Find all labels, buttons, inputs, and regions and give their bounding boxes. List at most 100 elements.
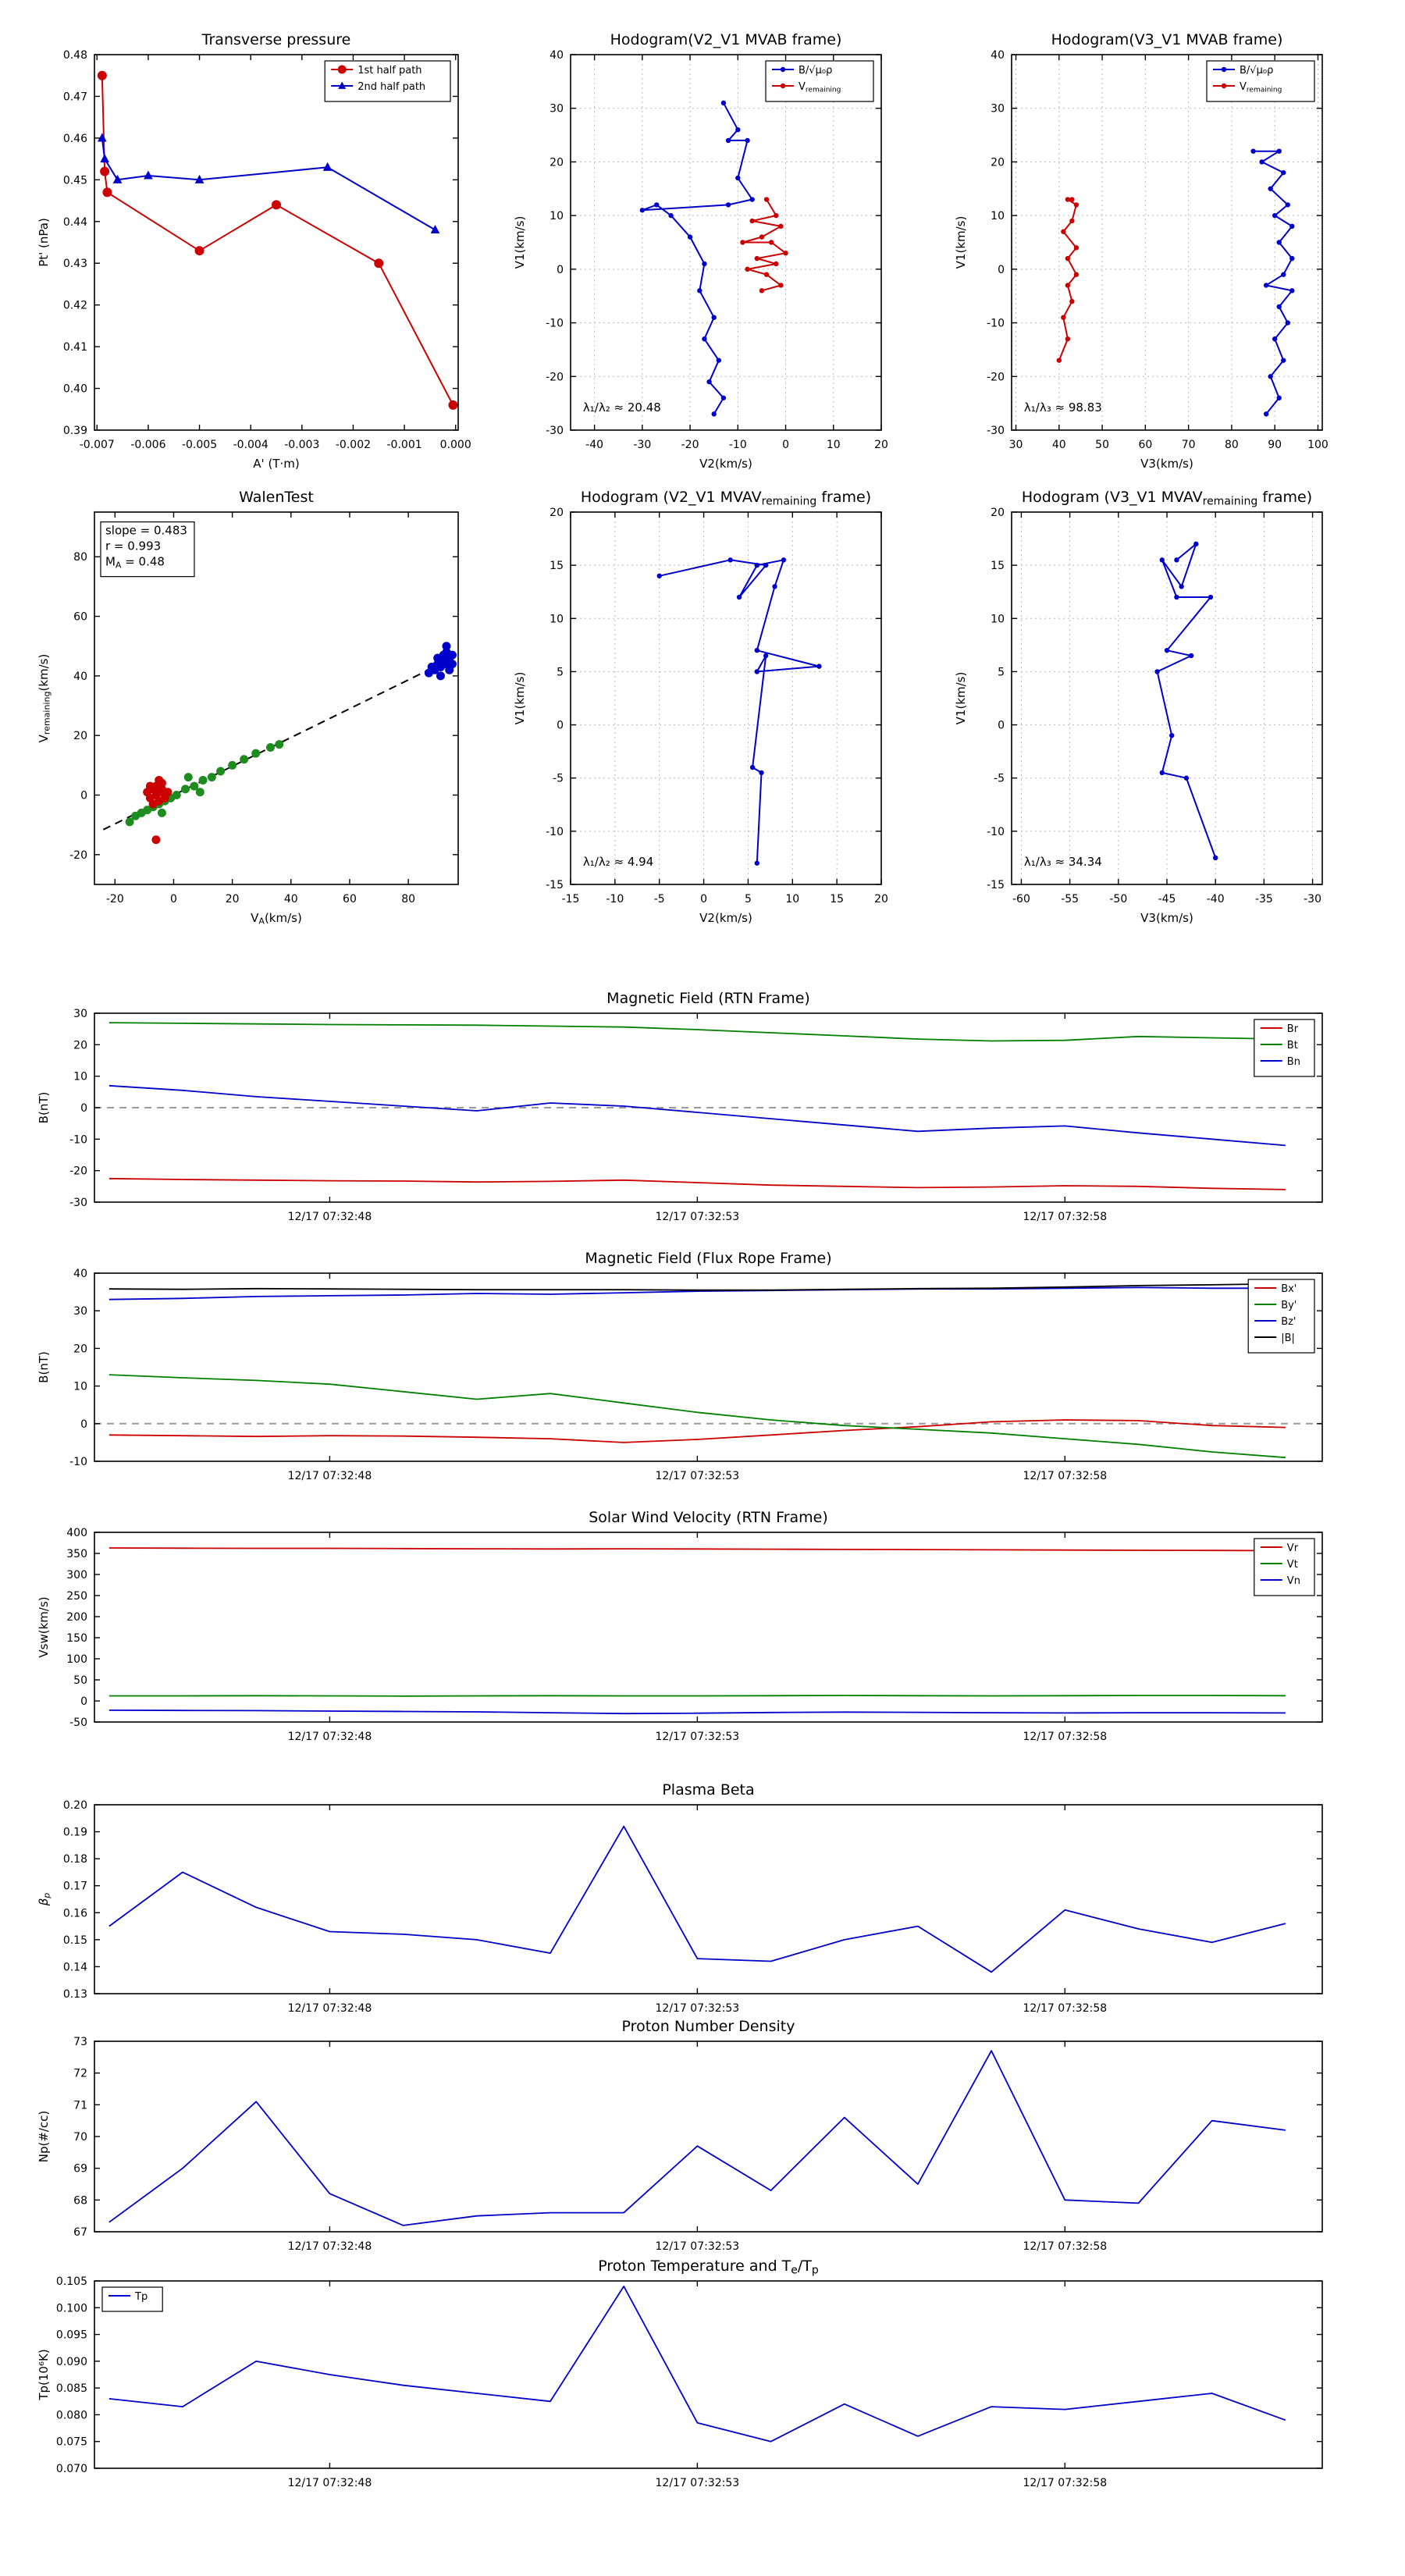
- y-tick-label: 400: [66, 1527, 87, 1539]
- walen-test-xlabel: VA(km/s): [251, 911, 302, 927]
- y-tick-label: 0.17: [63, 1880, 87, 1893]
- marker-dot: [781, 557, 787, 563]
- y-tick-label: 15: [550, 560, 564, 572]
- annotation-text: λ₁/λ₃ ≈ 34.34: [1024, 855, 1102, 869]
- marker-dot: [702, 336, 707, 342]
- y-tick-label: -15: [987, 879, 1005, 891]
- marker-dot: [768, 240, 774, 245]
- marker-dot: [251, 749, 261, 758]
- x-tick-label: -0.003: [284, 439, 319, 451]
- marker-dot: [1164, 647, 1170, 653]
- panel-walen-test: -20 0 20 40 60 80 -20 0 20 40 60 80 WalenTest VA(km/s…: [37, 489, 459, 927]
- y-tick-label: 70: [73, 2131, 87, 2144]
- hodogram-v2v1-mvab-ylabel: V1(km/s): [513, 216, 527, 269]
- y-tick-label: -5: [994, 773, 1005, 785]
- hodogram-v3v1-mvav-title: Hodogram (V3_V1 MVAVremaining frame): [1022, 489, 1312, 507]
- marker-dot: [725, 137, 731, 144]
- marker-dot: [754, 669, 759, 674]
- x-tick-label: 12/17 07:32:53: [656, 1470, 740, 1482]
- y-tick-label: 0.14: [63, 1961, 87, 1973]
- y-tick-label: -30: [987, 425, 1005, 437]
- marker-dot: [1208, 594, 1214, 600]
- x-tick-label: 80: [1225, 439, 1239, 451]
- y-tick-label: 30: [991, 103, 1005, 116]
- x-tick-label: -15: [562, 893, 580, 906]
- x-tick-label: 12/17 07:32:53: [656, 2240, 740, 2253]
- marker-triangle: [322, 162, 333, 171]
- y-tick-label: 250: [66, 1590, 87, 1603]
- y-tick-label: 10: [550, 613, 564, 625]
- y-tick-label: 30: [73, 1305, 87, 1318]
- y-tick-label: 0.13: [63, 1988, 87, 2001]
- hodogram-v3v1-mvab-title: Hodogram(V3_V1 MVAB frame): [1051, 31, 1283, 48]
- y-tick-label: 0.48: [63, 49, 87, 62]
- series-group: [108, 2050, 1286, 2226]
- marker-dot: [1073, 202, 1080, 208]
- y-tick-label: 0.16: [63, 1907, 87, 1920]
- y-tick-label: 0.47: [63, 91, 87, 103]
- marker-dot: [1268, 186, 1273, 191]
- x-tick-label: 70: [1182, 439, 1196, 451]
- series-line-vt: [108, 1695, 1286, 1697]
- marker-dot: [1056, 358, 1062, 363]
- x-tick-label: -20: [106, 893, 124, 906]
- plasma-beta-title: Plasma Beta: [662, 1781, 754, 1799]
- hodogram-v2v1-mvav-ylabel: V1(km/s): [513, 672, 527, 725]
- x-tick-label: -30: [1304, 893, 1321, 906]
- marker-dot: [736, 594, 742, 600]
- y-tick-label: 100: [66, 1653, 87, 1666]
- marker-dot: [240, 755, 249, 764]
- marker-triangle: [194, 174, 205, 183]
- hodogram-v2v1-mvav-xlabel: V2(km/s): [699, 911, 752, 925]
- y-tick-label: -5: [553, 773, 564, 785]
- legend-box: [101, 2286, 163, 2312]
- marker-dot: [702, 261, 707, 267]
- marker-dot: [735, 175, 741, 181]
- y-tick-label: 20: [550, 507, 564, 519]
- series-line-bz: [108, 1286, 1286, 1300]
- marker-dot: [1069, 298, 1075, 304]
- y-tick-label: -10: [987, 826, 1005, 838]
- x-tick-label: -55: [1061, 893, 1079, 906]
- y-tick-label: -20: [69, 849, 87, 862]
- legend-box: [1254, 1019, 1315, 1077]
- y-tick-label: 72: [73, 2068, 87, 2080]
- series-group: [108, 1825, 1286, 1973]
- marker-dot: [1263, 411, 1269, 417]
- x-tick-label: 40: [284, 893, 298, 906]
- y-tick-label: -10: [69, 1133, 87, 1146]
- series-group: [108, 2286, 1286, 2443]
- marker-dot: [745, 266, 750, 272]
- marker-dot: [1065, 255, 1071, 262]
- x-tick-label: -0.001: [387, 439, 422, 451]
- marker-dot: [1276, 395, 1282, 400]
- marker-dot: [216, 767, 226, 776]
- x-tick-label: -10: [729, 439, 747, 451]
- x-tick-label: 12/17 07:32:58: [1023, 1470, 1107, 1482]
- marker-dot: [207, 773, 216, 782]
- marker-dot: [711, 315, 717, 320]
- y-tick-label: 0.44: [63, 216, 87, 229]
- marker-dot: [1285, 320, 1290, 326]
- y-tick-label: -15: [546, 879, 564, 891]
- y-tick-label: 20: [73, 1039, 87, 1051]
- proton-temperature-title: Proton Temperature and Te/Tp: [598, 2258, 819, 2276]
- marker-circle: [97, 70, 107, 80]
- series-group: [1154, 541, 1218, 861]
- axes-frame: [94, 511, 459, 885]
- marker-dot: [1268, 374, 1273, 379]
- y-tick-label: 20: [550, 156, 564, 169]
- y-tick-label: 0.40: [63, 383, 87, 396]
- marker-dot: [774, 261, 779, 267]
- marker-dot: [1183, 775, 1190, 781]
- marker-dot: [740, 240, 745, 245]
- plot-background: [1012, 55, 1322, 430]
- marker-dot: [1154, 669, 1160, 674]
- y-tick-label: 0.42: [63, 300, 87, 312]
- x-tick-label: -30: [633, 439, 651, 451]
- marker-dot: [1169, 733, 1175, 738]
- x-tick-label: 12/17 07:32:53: [656, 2002, 740, 2015]
- marker-dot: [275, 740, 284, 749]
- hodogram-v2v1-mvab-title: Hodogram(V2_V1 MVAB frame): [610, 31, 842, 48]
- series-group: [97, 70, 458, 410]
